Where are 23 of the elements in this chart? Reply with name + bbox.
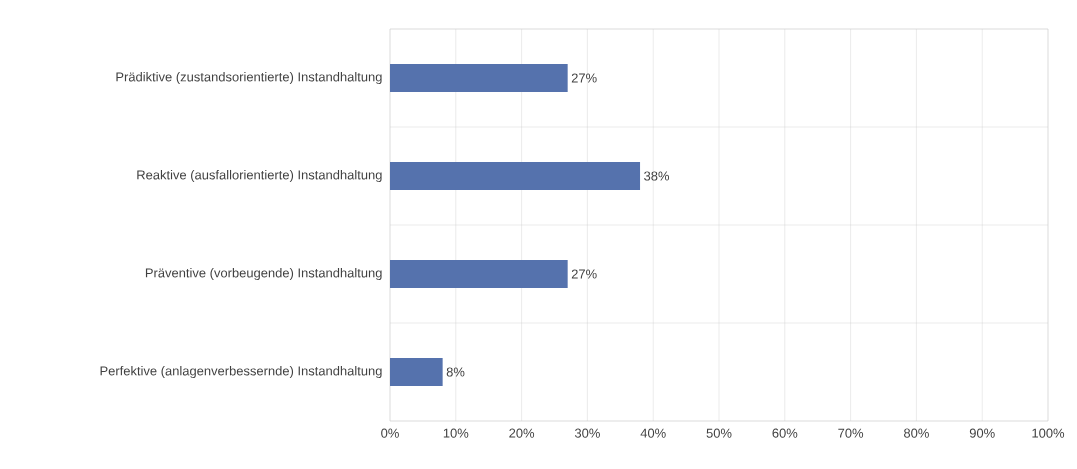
x-tick-label: 40% xyxy=(640,428,666,438)
x-tick-label: 20% xyxy=(509,428,535,438)
data-label: 38% xyxy=(644,171,670,181)
bar xyxy=(390,64,568,92)
data-label: 27% xyxy=(571,73,597,83)
x-tick-label: 60% xyxy=(772,428,798,438)
x-tick-label: 70% xyxy=(838,428,864,438)
bar xyxy=(390,260,568,288)
y-tick-label: Perfektive (anlagenverbessernde) Instandhaltung xyxy=(100,365,382,379)
data-label: 8% xyxy=(446,367,465,377)
y-tick-label: Prädiktive (zustandsorientierte) Instandhaltung xyxy=(116,71,382,85)
x-tick-label: 100% xyxy=(1032,428,1065,438)
y-tick-label: Reaktive (ausfallorientierte) Instandhaltung xyxy=(137,169,382,183)
bar xyxy=(390,162,641,190)
y-tick-label: Präventive (vorbeugende) Instandhaltung xyxy=(145,267,382,281)
x-tick-label: 90% xyxy=(969,428,995,438)
data-label: 27% xyxy=(571,269,597,279)
x-tick-label: 80% xyxy=(904,428,929,438)
x-tick-label: 0% xyxy=(381,428,399,438)
x-tick-label: 30% xyxy=(574,428,600,438)
x-tick-label: 50% xyxy=(706,428,732,438)
x-tick-label: 10% xyxy=(443,428,469,438)
bar xyxy=(390,358,443,386)
